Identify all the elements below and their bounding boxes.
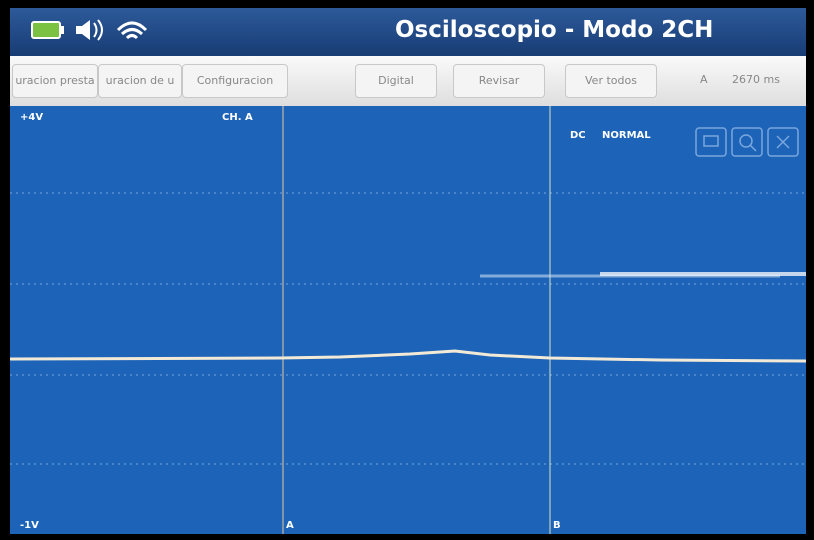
cursor-a-label: A (286, 520, 294, 531)
scale-bottom-label: -1V (20, 520, 39, 531)
title-bar: Osciloscopio - Modo 2CH (10, 8, 806, 56)
toolbar-button[interactable]: Ver todos (565, 64, 657, 98)
toolbar-button[interactable]: Digital (355, 64, 437, 98)
scope-display: +4V CH. A DC NORMAL -1V A B (10, 106, 806, 534)
device-screen: Osciloscopio - Modo 2CH uracion presta u… (10, 8, 806, 534)
toolbar-button[interactable]: Revisar (453, 64, 545, 98)
page: Osciloscopio - Modo 2CH uracion presta u… (0, 0, 814, 540)
toolbar-button[interactable]: Configuracion (182, 64, 288, 98)
toolbar-button[interactable]: uracion de u (98, 64, 182, 98)
scale-top-label: +4V (20, 112, 43, 123)
status-icons (10, 8, 190, 56)
channel-label: CH. A (222, 112, 253, 123)
zoom-button[interactable] (732, 128, 762, 156)
time-base[interactable]: 2670 ms (732, 64, 780, 96)
cursor-b-label: B (553, 520, 561, 531)
signal-trace (10, 351, 806, 361)
trigger-mode-label: NORMAL (602, 130, 651, 141)
toolbar-button[interactable]: uracion presta (12, 64, 98, 98)
window-title: Osciloscopio - Modo 2CH (395, 17, 713, 43)
scope-graphics (10, 106, 806, 534)
toolbar: uracion presta uracion de u Configuracio… (10, 56, 806, 106)
notes-button[interactable] (696, 128, 726, 156)
channel-select[interactable]: A (700, 64, 708, 96)
coupling-label: DC (570, 130, 586, 141)
